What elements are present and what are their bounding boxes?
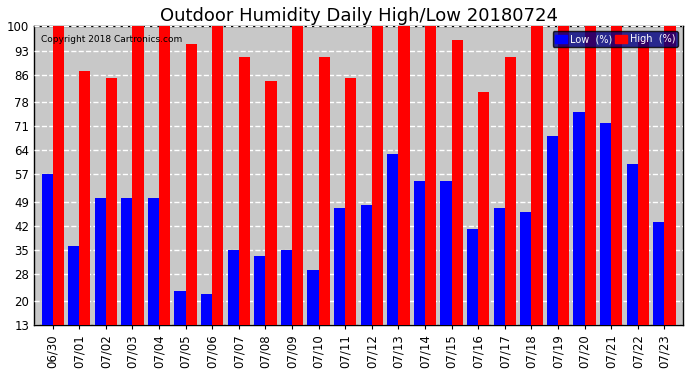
Bar [387, 153, 398, 325]
Bar [452, 40, 463, 325]
Bar [95, 198, 106, 325]
Bar [345, 78, 357, 325]
Bar [201, 294, 213, 325]
Bar [175, 291, 186, 325]
Bar [440, 181, 452, 325]
Bar [41, 174, 52, 325]
Bar [52, 27, 64, 325]
Bar [361, 205, 372, 325]
Bar [121, 198, 132, 325]
Bar [600, 123, 611, 325]
Bar [584, 27, 595, 325]
Title: Outdoor Humidity Daily High/Low 20180724: Outdoor Humidity Daily High/Low 20180724 [159, 7, 558, 25]
Bar [638, 40, 649, 325]
Bar [68, 246, 79, 325]
Bar [213, 27, 224, 325]
Bar [558, 27, 569, 325]
Bar [106, 78, 117, 325]
Bar [478, 92, 489, 325]
Bar [239, 57, 250, 325]
Bar [372, 27, 383, 325]
Bar [79, 71, 90, 325]
Bar [308, 270, 319, 325]
Legend: Low  (%), High  (%): Low (%), High (%) [553, 32, 678, 47]
Text: Copyright 2018 Cartronics.com: Copyright 2018 Cartronics.com [41, 36, 181, 45]
Bar [664, 27, 676, 325]
Bar [255, 256, 266, 325]
Bar [653, 222, 664, 325]
Bar [319, 57, 330, 325]
Bar [414, 181, 425, 325]
Bar [531, 27, 542, 325]
Bar [467, 229, 478, 325]
Bar [292, 27, 303, 325]
Bar [505, 57, 516, 325]
Bar [132, 27, 144, 325]
Bar [186, 44, 197, 325]
Bar [266, 81, 277, 325]
Bar [573, 112, 584, 325]
Bar [159, 27, 170, 325]
Bar [493, 209, 505, 325]
Bar [425, 27, 436, 325]
Bar [148, 198, 159, 325]
Bar [228, 250, 239, 325]
Bar [611, 27, 622, 325]
Bar [281, 250, 292, 325]
Bar [520, 212, 531, 325]
Bar [547, 136, 558, 325]
Bar [334, 209, 345, 325]
Bar [398, 27, 410, 325]
Bar [627, 164, 638, 325]
